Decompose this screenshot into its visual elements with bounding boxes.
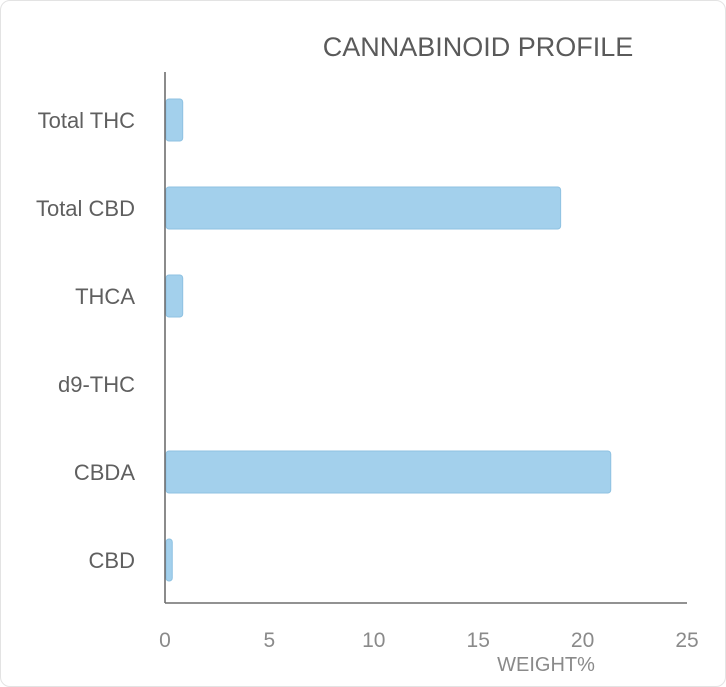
bars-group	[165, 98, 612, 582]
bar-total-cbd	[165, 186, 562, 230]
x-tick-label: 5	[264, 629, 276, 652]
category-label: CBD	[89, 548, 135, 573]
x-axis-title: WEIGHT%	[497, 654, 595, 676]
category-label: d9-THC	[58, 372, 135, 397]
chart-title: CANNABINOID PROFILE	[323, 32, 634, 62]
axes-group	[164, 72, 687, 604]
bar-thca	[165, 274, 184, 318]
bar-cbd	[165, 538, 173, 582]
x-tick-label: 20	[571, 629, 594, 652]
category-labels: Total THC Total CBD THCA d9-THC CBDA CBD	[36, 108, 135, 573]
category-label: THCA	[75, 284, 135, 309]
category-label: CBDA	[74, 460, 135, 485]
bar-cbda	[165, 450, 612, 494]
category-label: Total THC	[38, 108, 136, 133]
x-tick-label: 15	[467, 629, 490, 652]
bar-total-thc	[165, 98, 184, 142]
x-tick-label: 10	[362, 629, 385, 652]
tick-labels: 0 5 10 15 20 25	[159, 629, 699, 652]
category-label: Total CBD	[36, 196, 135, 221]
x-tick-label: 25	[675, 629, 698, 652]
x-tick-label: 0	[159, 629, 171, 652]
